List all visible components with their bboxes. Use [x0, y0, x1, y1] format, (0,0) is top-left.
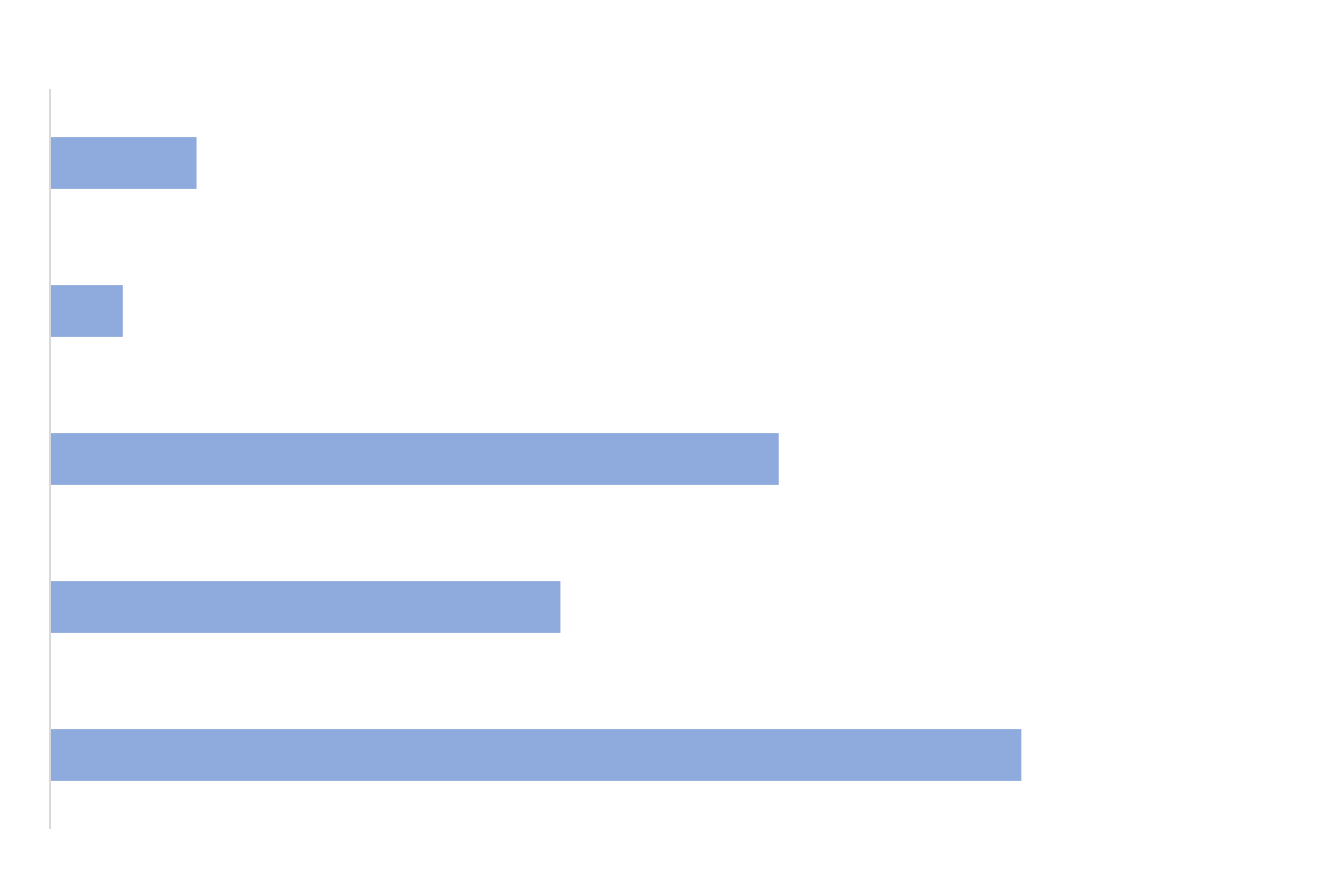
- bar-5: [51, 729, 1022, 781]
- bar-1: [51, 137, 197, 189]
- bar-2: [51, 285, 123, 337]
- bars-group: [51, 137, 1022, 781]
- bar-3: [51, 433, 779, 485]
- bar-4: [51, 581, 561, 633]
